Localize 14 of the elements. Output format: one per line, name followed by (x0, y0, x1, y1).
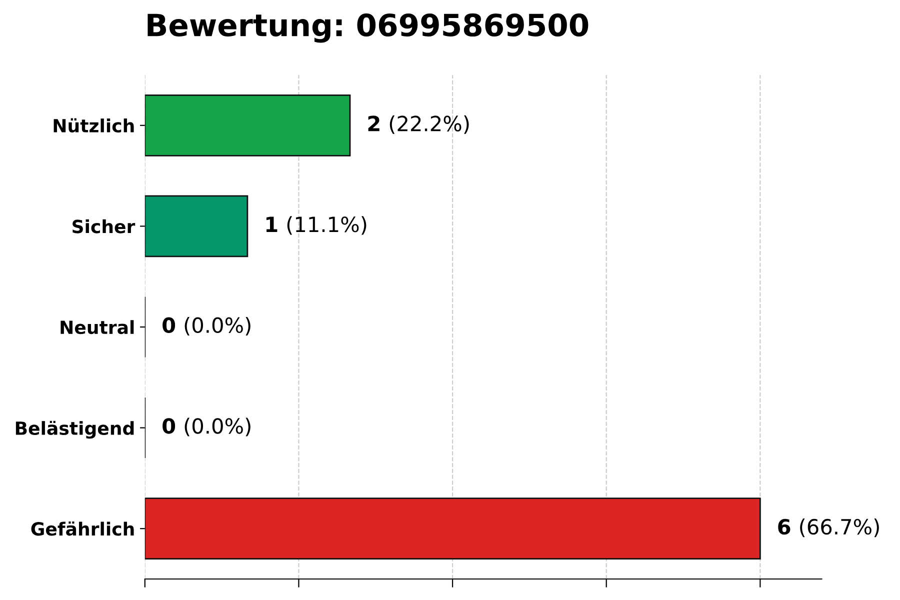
data-label: 0 (0.0%) (162, 316, 250, 336)
y-tick-label: Nützlich (54, 118, 134, 133)
data-label: 1 (11.1%) (266, 216, 366, 235)
data-label: 0 (0.0%) (162, 418, 250, 436)
y-tick-label: Gefährlich (31, 521, 134, 536)
bar (144, 498, 761, 560)
data-label: 2 (22.2%) (368, 115, 469, 134)
chart-title: Bewertung: 06995869500 (148, 13, 588, 43)
y-tick-label: Belästigend (16, 420, 134, 439)
bar (144, 94, 351, 156)
data-label: 6 (66.7%) (778, 518, 879, 538)
y-tick-label: Sicher (72, 219, 136, 234)
bar (144, 195, 248, 258)
y-tick-label: Neutral (60, 320, 134, 334)
